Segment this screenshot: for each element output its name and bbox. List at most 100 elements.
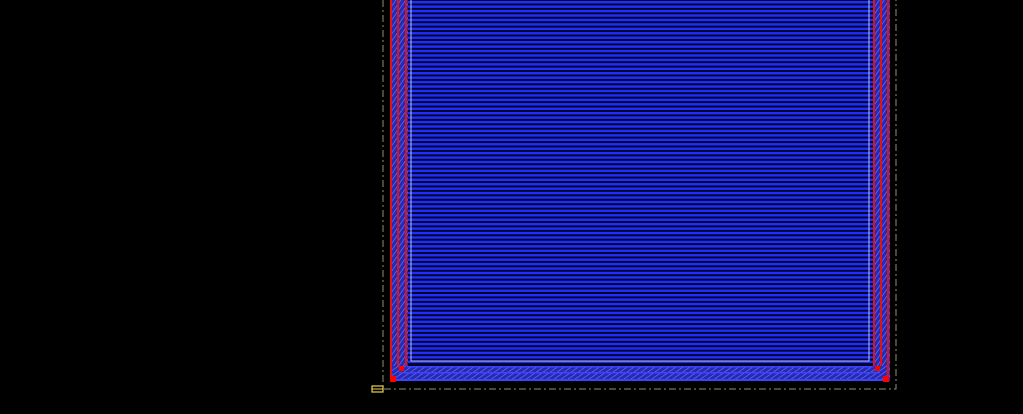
guard-ring-left-stripe-inner — [405, 0, 407, 366]
metal-line — [408, 240, 873, 244]
metal-line — [408, 298, 873, 301]
metal-line-array — [408, 0, 873, 366]
metal-line — [408, 276, 873, 279]
metal-line — [408, 236, 873, 239]
metal-line — [408, 289, 873, 292]
metal-line — [408, 85, 873, 88]
metal-line — [408, 178, 873, 181]
metal-line — [408, 76, 873, 79]
inner-outline — [410, 0, 870, 362]
metal-line — [408, 134, 873, 137]
metal-line — [408, 191, 873, 195]
metal-line — [408, 58, 873, 62]
metal-line — [408, 360, 873, 363]
metal-line — [408, 254, 873, 257]
metal-line — [408, 218, 873, 221]
metal-line — [408, 356, 873, 359]
metal-line — [408, 27, 873, 31]
metal-line — [408, 196, 873, 199]
metal-line — [408, 320, 873, 324]
metal-line — [408, 138, 873, 142]
metal-line — [408, 5, 873, 8]
metal-line — [408, 325, 873, 328]
metal-line — [408, 143, 873, 146]
guard-ring-left — [390, 0, 408, 381]
metal-line — [408, 67, 873, 71]
contact-square-right-outer — [883, 376, 889, 382]
metal-line — [408, 98, 873, 102]
origin-marker-icon[interactable] — [371, 385, 384, 393]
metal-line — [408, 63, 873, 66]
metal-line — [408, 45, 873, 48]
metal-line — [408, 23, 873, 26]
metal-line — [408, 120, 873, 124]
guard-ring-left-stripe-mid — [397, 0, 399, 372]
metal-line — [408, 267, 873, 270]
guard-ring-right-stripe-mid — [880, 0, 882, 372]
metal-line — [408, 293, 873, 297]
metal-line — [408, 316, 873, 319]
metal-line — [408, 227, 873, 230]
metal-line — [408, 94, 873, 97]
metal-line — [408, 231, 873, 235]
metal-line — [408, 214, 873, 217]
metal-line — [408, 311, 873, 315]
metal-line — [408, 40, 873, 44]
metal-line — [408, 302, 873, 306]
guard-ring-right-stripe-outer — [887, 0, 889, 381]
metal-line — [408, 129, 873, 133]
metal-line — [408, 222, 873, 226]
metal-line — [408, 347, 873, 350]
metal-line — [408, 205, 873, 208]
metal-line — [408, 1, 873, 4]
contact-square-left-outer — [390, 376, 396, 382]
guard-ring-bottom-line-2 — [399, 372, 880, 374]
guard-ring-right — [873, 0, 890, 381]
metal-line — [408, 280, 873, 284]
contact-square-right-inner — [875, 366, 880, 371]
metal-line — [408, 338, 873, 341]
metal-line — [408, 245, 873, 248]
metal-line — [408, 200, 873, 204]
guard-ring-right-stripe-inner — [873, 0, 875, 366]
metal-line — [408, 342, 873, 346]
metal-line — [408, 151, 873, 155]
metal-line — [408, 125, 873, 128]
metal-line — [408, 103, 873, 106]
metal-line — [408, 258, 873, 261]
metal-line — [408, 271, 873, 275]
metal-line — [408, 9, 873, 13]
metal-line — [408, 187, 873, 190]
metal-line — [408, 160, 873, 164]
metal-line — [408, 89, 873, 93]
guard-ring-bottom — [392, 366, 887, 381]
metal-line — [408, 174, 873, 177]
metal-line — [408, 351, 873, 355]
metal-line — [408, 32, 873, 35]
metal-line — [408, 147, 873, 150]
metal-line — [408, 80, 873, 84]
metal-line — [408, 156, 873, 159]
metal-line — [408, 169, 873, 173]
metal-line — [408, 116, 873, 119]
metal-line — [408, 36, 873, 39]
metal-line — [408, 14, 873, 17]
guard-ring-bottom-line-1 — [407, 366, 873, 368]
metal-line — [408, 72, 873, 75]
metal-line — [408, 333, 873, 337]
metal-line — [408, 307, 873, 310]
metal-line — [408, 209, 873, 213]
metal-line — [408, 285, 873, 288]
metal-line — [408, 107, 873, 110]
metal-line — [408, 111, 873, 115]
metal-line — [408, 49, 873, 53]
guard-ring-left-stripe-outer — [390, 0, 392, 381]
cell-boundary — [382, 0, 897, 390]
metal-line — [408, 329, 873, 332]
metal-line — [408, 262, 873, 266]
metal-line — [408, 18, 873, 22]
metal-line — [408, 165, 873, 168]
metal-line — [408, 183, 873, 186]
guard-ring-bottom-line-3 — [392, 379, 887, 381]
